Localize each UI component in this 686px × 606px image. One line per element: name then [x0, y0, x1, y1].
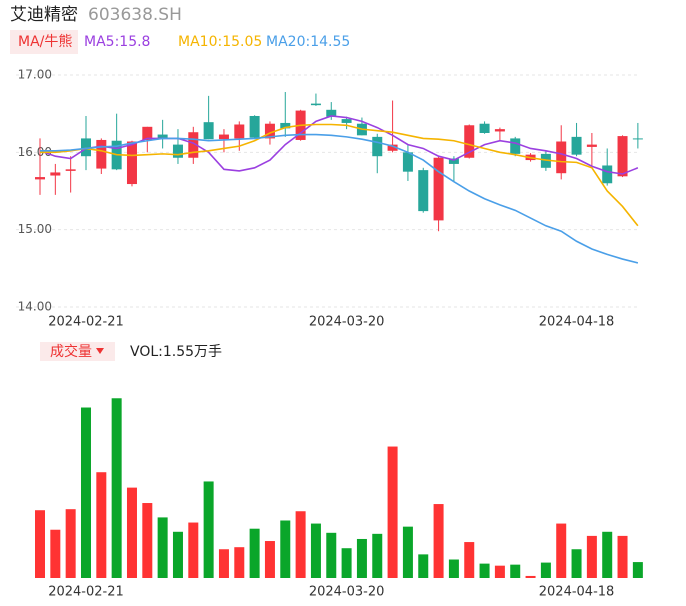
- ma-line: [40, 123, 639, 227]
- x-tick-label: 2024-02-21: [48, 315, 124, 330]
- candle-body: [65, 169, 76, 171]
- volume-bar: [310, 523, 321, 578]
- volume-bar: [632, 562, 643, 578]
- volume-bar: [295, 511, 306, 578]
- candle-body: [50, 172, 61, 176]
- volume-bar: [264, 541, 275, 578]
- volume-bar: [617, 535, 628, 578]
- volume-bar: [50, 529, 61, 578]
- volume-bar: [602, 531, 613, 578]
- volume-label[interactable]: 成交量: [50, 343, 92, 360]
- volume-bar: [418, 554, 429, 578]
- candle-body: [310, 103, 321, 106]
- candle-body: [418, 170, 429, 212]
- volume-bar: [80, 407, 91, 578]
- x-tick-label: 2024-03-20: [309, 315, 385, 330]
- candle-body: [387, 144, 398, 151]
- candle-body: [494, 129, 505, 132]
- candle-body: [617, 136, 628, 177]
- candle-body: [326, 109, 337, 117]
- volume-bar: [111, 398, 122, 578]
- x-tick-label: 2024-03-20: [309, 585, 385, 600]
- candle-body: [35, 177, 45, 180]
- volume-bar: [234, 547, 245, 578]
- candle-body: [157, 134, 168, 139]
- candle-body: [126, 141, 137, 185]
- volume-bar: [126, 487, 137, 578]
- y-tick-label: 17.00: [18, 68, 52, 82]
- candle-body: [234, 124, 245, 139]
- candle-body: [556, 141, 567, 174]
- volume-bar: [448, 559, 459, 578]
- volume-bar: [571, 549, 582, 578]
- volume-bar: [96, 472, 107, 578]
- candle-body: [80, 138, 91, 157]
- candle-body: [510, 138, 521, 154]
- volume-bar: [142, 503, 153, 578]
- volume-bar: [510, 564, 521, 578]
- ma-line: [40, 133, 639, 264]
- volume-bar: [540, 562, 551, 578]
- volume-bar: [479, 563, 490, 578]
- indicator-label[interactable]: MA/牛熊: [18, 34, 72, 50]
- y-tick-label: 15.00: [18, 222, 52, 236]
- candle-body: [402, 152, 413, 172]
- candle-body: [632, 138, 643, 140]
- candle-body: [341, 119, 352, 123]
- dropdown-arrow[interactable]: [96, 348, 104, 354]
- candle-body: [586, 144, 597, 147]
- volume-bar: [157, 517, 168, 578]
- volume-bar: [464, 542, 475, 578]
- volume-legend: VOL:1.55万手: [130, 344, 222, 360]
- chart-subtitle: 603638.SH: [88, 5, 182, 25]
- volume-bar: [356, 538, 367, 578]
- volume-bar: [494, 565, 505, 578]
- candle-body: [188, 132, 199, 158]
- candle-body: [448, 158, 459, 164]
- candle-body: [218, 134, 229, 140]
- legend-entry: MA20:14.55: [266, 34, 350, 50]
- volume-bar: [249, 528, 260, 578]
- candle-body: [280, 122, 291, 129]
- candle-body: [142, 126, 153, 140]
- chart-title: 艾迪精密: [10, 5, 78, 25]
- x-tick-label: 2024-02-21: [48, 585, 124, 600]
- candle-body: [571, 136, 582, 155]
- candle-body: [602, 165, 613, 184]
- candle-body: [372, 136, 383, 157]
- volume-bar: [387, 446, 398, 578]
- legend-entry: MA10:15.05: [178, 34, 262, 50]
- volume-bar: [341, 548, 352, 578]
- candle-body: [249, 115, 260, 138]
- volume-bar: [188, 522, 199, 578]
- volume-bar: [402, 526, 413, 578]
- legend-entry: MA5:15.8: [84, 34, 150, 50]
- volume-bar: [280, 520, 291, 578]
- candle-body: [203, 122, 214, 140]
- volume-bar: [433, 504, 444, 578]
- volume-bar: [525, 575, 536, 578]
- volume-bar: [326, 532, 337, 578]
- volume-box[interactable]: [40, 342, 115, 361]
- volume-bar: [556, 523, 567, 578]
- candle-body: [96, 139, 107, 169]
- volume-bar: [172, 531, 183, 578]
- x-tick-label: 2024-04-18: [539, 315, 615, 330]
- candle-body: [479, 123, 490, 133]
- volume-bar: [218, 549, 229, 578]
- volume-bar: [203, 481, 214, 578]
- volume-bar: [65, 509, 76, 578]
- volume-bar: [35, 510, 45, 578]
- indicator-box[interactable]: [10, 30, 78, 54]
- volume-bar: [586, 535, 597, 578]
- candle-body: [433, 157, 444, 221]
- candle-body: [172, 144, 183, 158]
- candle-body: [264, 123, 275, 139]
- y-tick-label: 16.00: [18, 145, 52, 159]
- volume-bar: [372, 533, 383, 578]
- x-tick-label: 2024-04-18: [539, 585, 615, 600]
- candle-body: [464, 125, 475, 158]
- y-tick-label: 14.00: [18, 300, 52, 314]
